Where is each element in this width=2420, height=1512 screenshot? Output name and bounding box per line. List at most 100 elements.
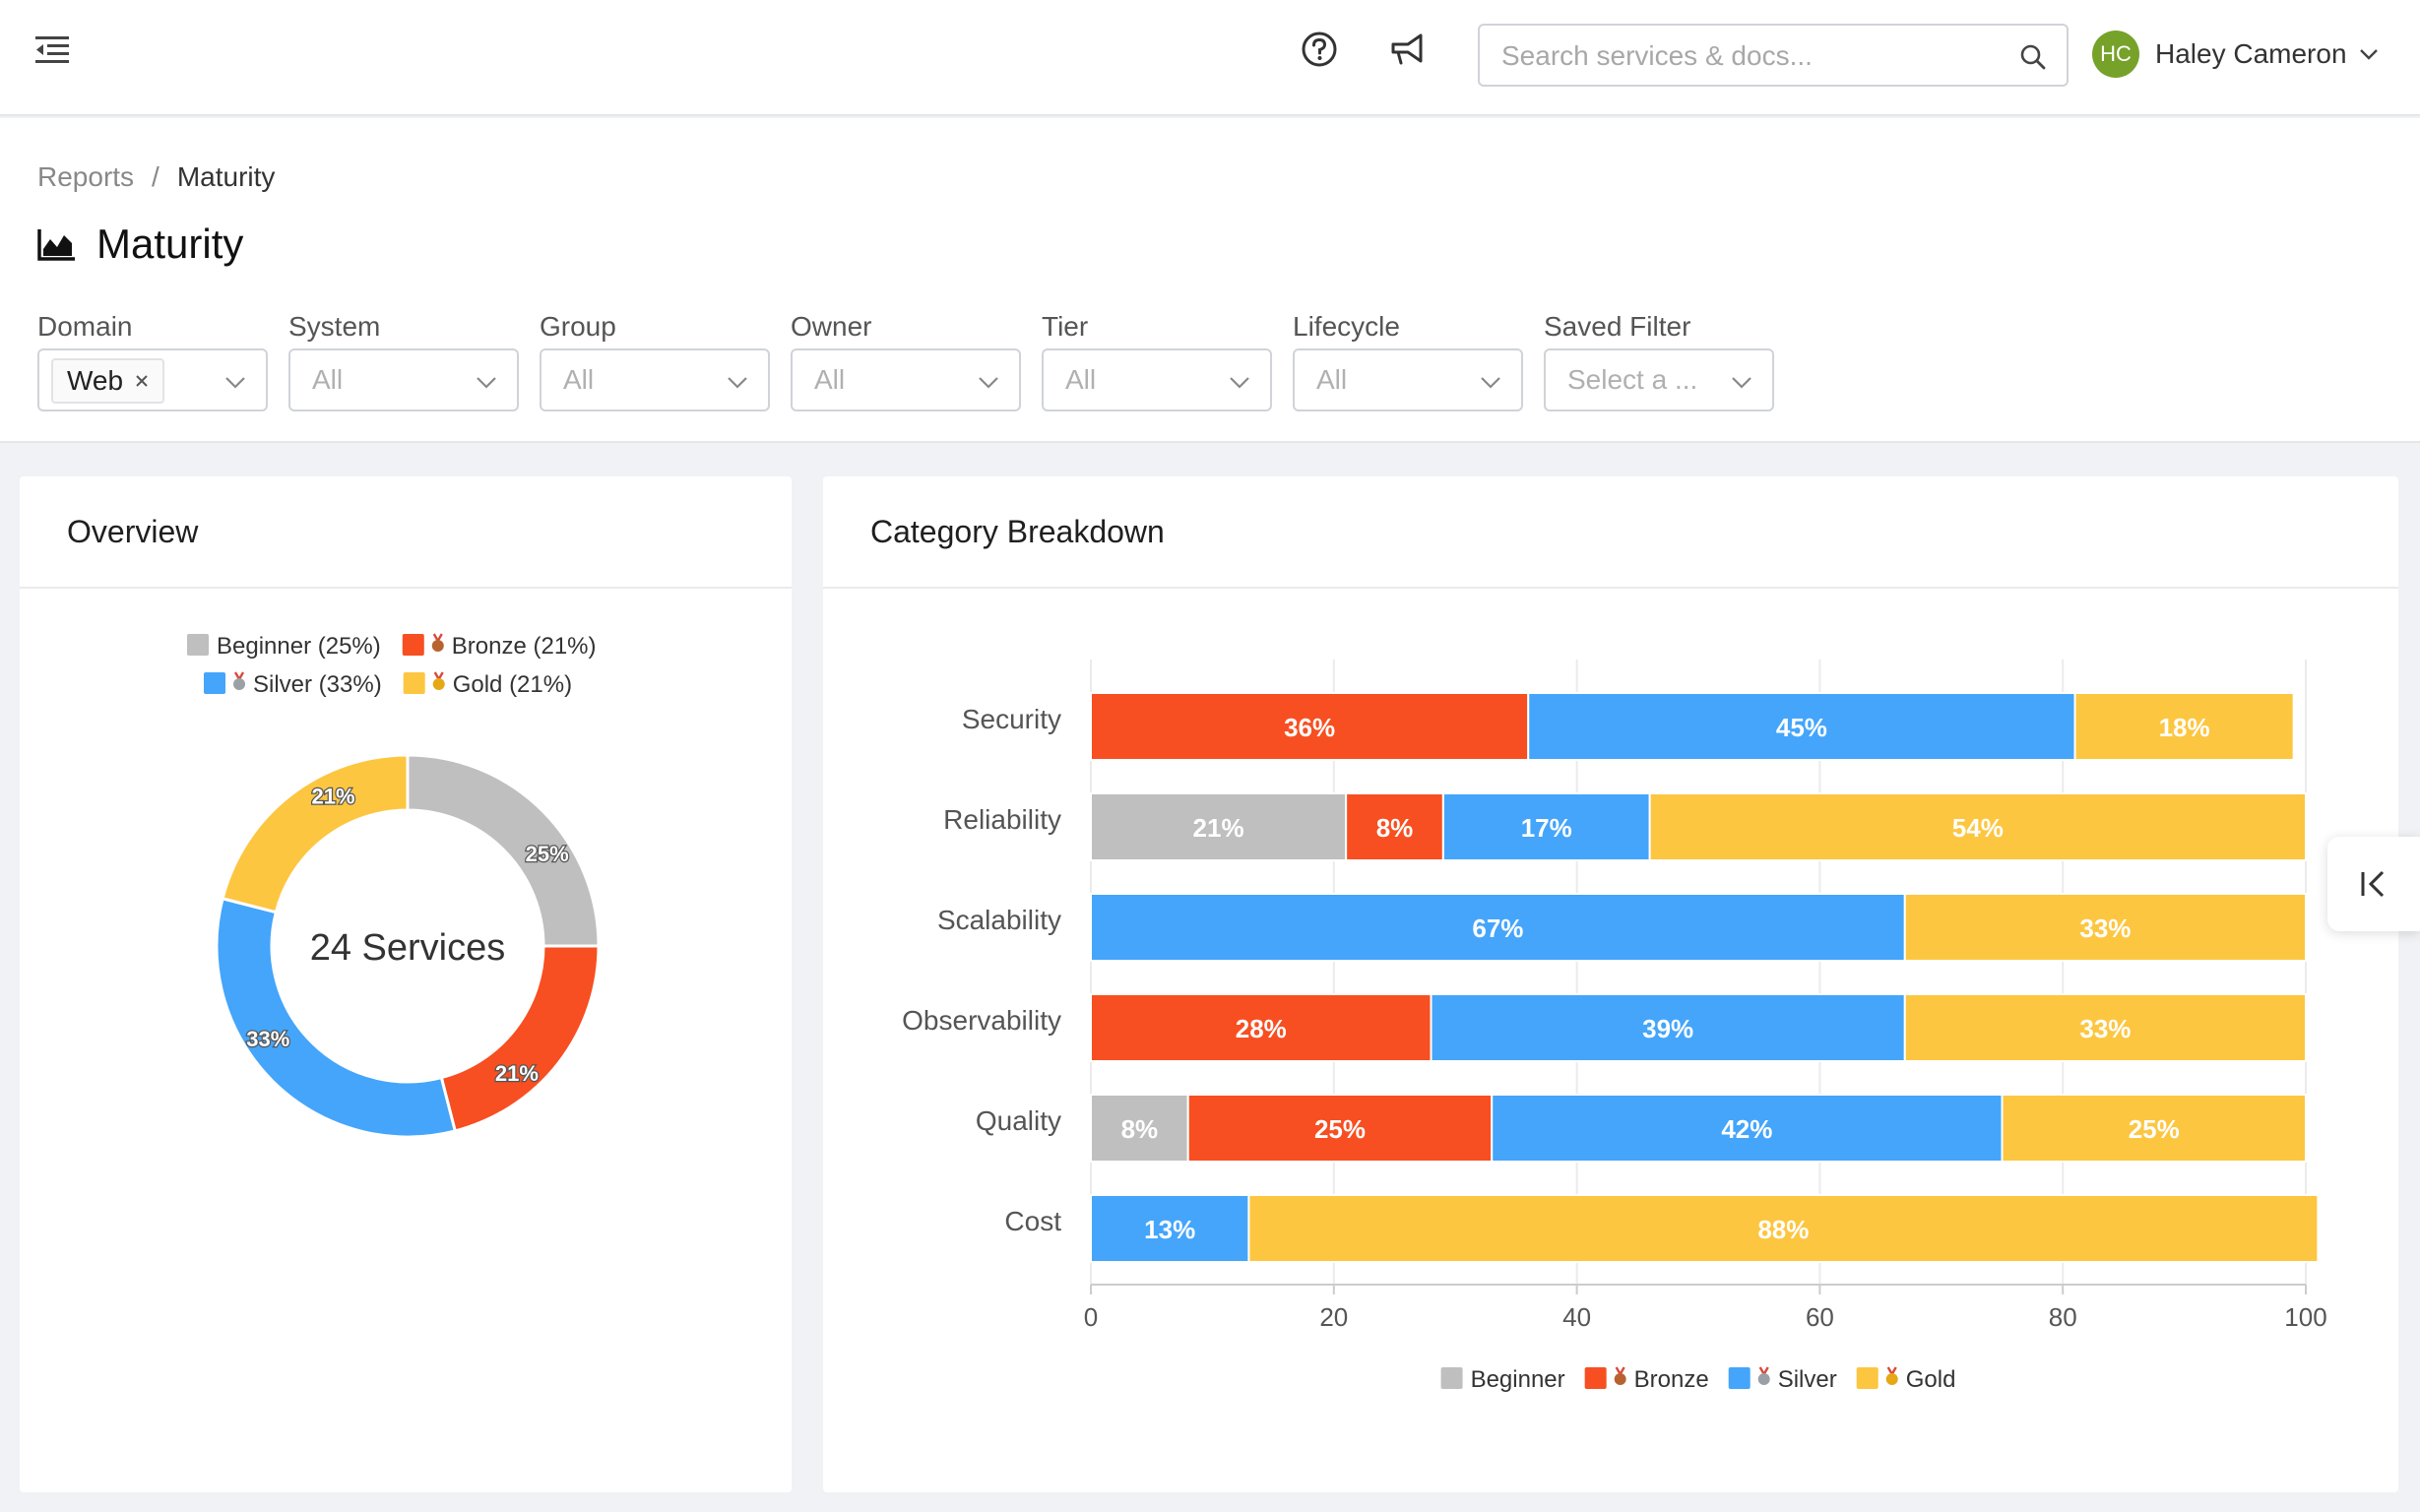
select-value: Select a ... — [1567, 364, 1698, 395]
collapse-left-icon — [2361, 870, 2385, 898]
bar-segment-gold[interactable] — [1247, 1194, 2320, 1263]
overview-title: Overview — [20, 476, 792, 589]
legend-item-gold[interactable]: Gold (21%) — [403, 671, 572, 698]
legend-item-bronze[interactable]: Bronze — [1584, 1366, 1709, 1393]
filter-group: Group All — [540, 311, 770, 411]
legend-item-bronze[interactable]: Bronze (21%) — [402, 633, 597, 660]
close-icon[interactable] — [135, 374, 149, 388]
bar-segment-gold[interactable] — [1903, 993, 2308, 1062]
filter-system: System All — [288, 311, 519, 411]
bar-legend: Beginner Bronze Silver Gold — [1440, 1366, 1956, 1393]
help-icon[interactable] — [1300, 30, 1339, 69]
search-box[interactable] — [1478, 24, 2069, 87]
chevron-down-icon — [728, 377, 747, 389]
donut-slice-beginner[interactable] — [406, 753, 601, 948]
collapse-panel-button[interactable] — [2327, 837, 2420, 931]
saved-filter-select[interactable]: Select a ... — [1544, 348, 1774, 411]
legend-item-beginner[interactable]: Beginner — [1440, 1366, 1565, 1393]
donut-center-label: 24 Services — [310, 927, 506, 969]
legend-item-silver[interactable]: Silver (33%) — [204, 671, 382, 698]
bar-segment-gold[interactable] — [2073, 692, 2295, 761]
filter-label: System — [288, 311, 381, 342]
lifecycle-select[interactable]: All — [1293, 348, 1523, 411]
breakdown-title: Category Breakdown — [823, 476, 2398, 589]
select-value: All — [814, 364, 846, 395]
search-input[interactable] — [1501, 37, 1994, 75]
tier-select[interactable]: All — [1042, 348, 1272, 411]
bar-value-label: 21% — [1193, 813, 1244, 843]
chevron-down-icon — [477, 377, 496, 389]
filter-tier: Tier All — [1042, 311, 1272, 411]
y-category-label: Quality — [976, 1105, 1061, 1136]
bar-value-label: 28% — [1236, 1014, 1287, 1043]
bar-value-label: 25% — [2129, 1114, 2180, 1144]
bronze-medal-icon — [1614, 1366, 1626, 1385]
y-category-label: Reliability — [943, 804, 1061, 835]
bar-value-label: 39% — [1642, 1014, 1693, 1043]
breakdown-card: Category Breakdown 0 20 40 60 80 100 Security 3… — [823, 476, 2398, 1492]
bar-segment-silver[interactable] — [1430, 993, 1906, 1062]
legend-label: Beginner (25%) — [217, 633, 381, 660]
chevron-down-icon — [1481, 377, 1500, 389]
bar-value-label: 36% — [1284, 713, 1335, 742]
filter-label: Group — [540, 311, 616, 342]
search-icon[interactable] — [2019, 43, 2047, 71]
domain-tag-label: Web — [67, 365, 124, 396]
y-category-label: Cost — [1004, 1206, 1061, 1236]
donut-slice-silver[interactable] — [215, 896, 458, 1139]
filter-owner: Owner All — [791, 311, 1021, 411]
bar-segment-silver[interactable] — [1491, 1094, 2004, 1163]
filter-label: Owner — [791, 311, 872, 342]
x-tick-label: 100 — [2284, 1302, 2326, 1332]
bar-segment-silver[interactable] — [1527, 692, 2076, 761]
category-breakdown-chart: 0 20 40 60 80 100 Security 36% 45% 18% Reliability… — [902, 660, 2327, 1393]
legend-item-silver[interactable]: Silver — [1728, 1366, 1837, 1393]
silver-medal-icon — [233, 671, 245, 690]
legend-label: Silver — [1778, 1366, 1837, 1393]
bar-value-label: 18% — [2159, 713, 2210, 742]
silver-medal-icon — [1757, 1366, 1770, 1385]
bar-segment-bronze[interactable] — [1090, 692, 1530, 761]
group-select[interactable]: All — [540, 348, 770, 411]
breadcrumb-reports-link[interactable]: Reports — [37, 161, 135, 192]
bar-segment-silver[interactable] — [1090, 1194, 1250, 1263]
donut-slice-label: 25% — [526, 842, 569, 866]
system-select[interactable]: All — [288, 348, 519, 411]
top-bar: HC Haley Cameron — [0, 0, 2420, 116]
bar-segment-gold[interactable] — [1903, 893, 2308, 962]
menu-collapse-icon[interactable] — [35, 35, 71, 65]
donut-slice-label: 33% — [246, 1027, 289, 1051]
legend-label: Silver (33%) — [253, 671, 382, 698]
bar-segment-silver[interactable] — [1441, 792, 1651, 861]
chevron-down-icon — [1732, 377, 1751, 389]
domain-select[interactable]: Web — [37, 348, 268, 411]
y-category-label: Scalability — [937, 905, 1061, 935]
legend-label: Bronze — [1634, 1366, 1709, 1393]
bar-value-label: 45% — [1776, 713, 1827, 742]
donut-slice-label: 21% — [495, 1061, 539, 1086]
bar-segment-bronze[interactable] — [1090, 993, 1433, 1062]
domain-tag: Web — [51, 358, 165, 404]
owner-select[interactable]: All — [791, 348, 1021, 411]
overview-card: Overview Beginner (25%) Bronze (21%) Silve… — [20, 476, 792, 1492]
gold-medal-icon — [432, 671, 445, 690]
page-header: Reports / Maturity Maturity Domain Web S… — [0, 118, 2420, 443]
legend-item-gold[interactable]: Gold — [1856, 1366, 1956, 1393]
bar-segment-gold[interactable] — [1648, 792, 2307, 861]
bar-value-label: 17% — [1521, 813, 1572, 843]
donut-slice-gold[interactable] — [221, 753, 410, 914]
y-category-label: Security — [962, 704, 1061, 734]
bar-value-label: 42% — [1721, 1114, 1772, 1144]
bar-segment-gold[interactable] — [2001, 1094, 2307, 1163]
legend-label: Gold — [1906, 1366, 1956, 1393]
announcement-icon[interactable] — [1388, 30, 1428, 69]
breadcrumb-current: Maturity — [176, 161, 276, 192]
bar-segment-silver[interactable] — [1090, 893, 1906, 962]
select-value: All — [1065, 364, 1097, 395]
user-menu[interactable]: HC Haley Cameron — [2092, 30, 2379, 79]
filter-domain: Domain Web — [37, 311, 268, 411]
bar-value-label: 88% — [1757, 1215, 1809, 1244]
legend-item-beginner[interactable]: Beginner (25%) — [187, 633, 381, 660]
x-tick-label: 0 — [1084, 1302, 1098, 1332]
donut-slice-bronze[interactable] — [439, 944, 601, 1133]
